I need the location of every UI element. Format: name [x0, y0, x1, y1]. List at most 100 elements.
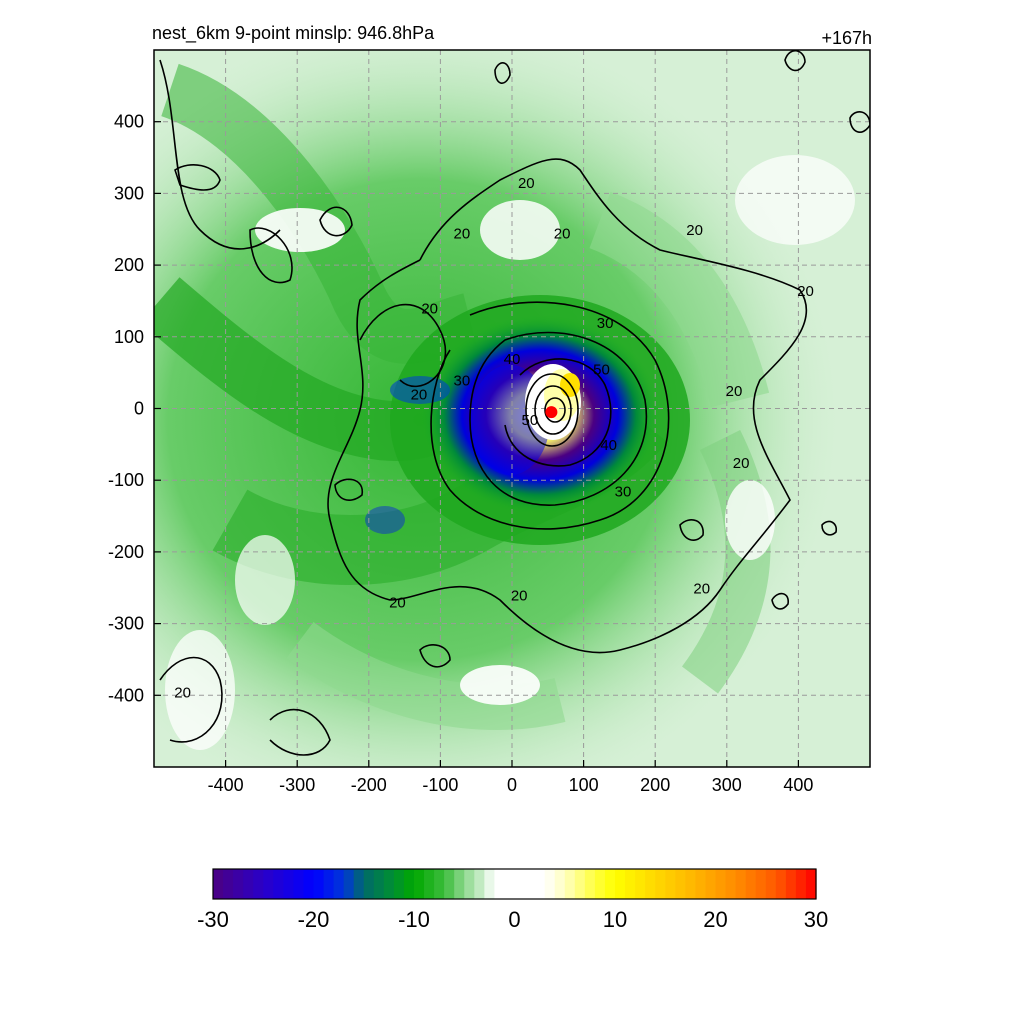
- colorbar-swatch: [695, 869, 707, 899]
- contour-label: 20: [726, 383, 743, 400]
- contour-label: 20: [686, 222, 703, 239]
- colorbar-tick-label: -30: [197, 907, 229, 932]
- colorbar-swatch: [323, 869, 335, 899]
- colorbar-swatches: [213, 869, 817, 899]
- colorbar-swatch: [393, 869, 405, 899]
- x-axis-ticks: -400 -300 -200 -100 0 100 200 300 400: [208, 760, 813, 795]
- y-tick-label: 300: [114, 183, 144, 203]
- colorbar-swatch: [775, 869, 787, 899]
- contour-label: 50: [593, 362, 610, 379]
- contour-label: 20: [733, 455, 750, 472]
- contour-label: 20: [511, 588, 528, 605]
- x-tick-label: -400: [208, 775, 244, 795]
- colorbar-swatch: [414, 869, 425, 899]
- colorbar-swatch: [303, 869, 315, 899]
- colorbar-swatch: [675, 869, 686, 899]
- contour-label: 30: [597, 315, 614, 332]
- colorbar-swatch: [705, 869, 717, 899]
- colorbar-swatch: [604, 869, 616, 899]
- colorbar-tick-labels: -30 -20 -10 0 10 20 30: [197, 907, 828, 932]
- contour-labels: 20 20 20 20 20 20 20 30 30 40 50 40 30 50 20 20 20 20 20 20: [174, 175, 814, 701]
- contour-label: 20: [693, 580, 710, 597]
- colorbar-tick-label: -10: [398, 907, 430, 932]
- contour-label: 20: [797, 283, 814, 300]
- colorbar-swatch: [574, 869, 586, 899]
- colorbar-swatch: [454, 869, 465, 899]
- y-tick-label: -300: [108, 614, 144, 634]
- x-tick-label: 400: [783, 775, 813, 795]
- y-tick-label: -400: [108, 685, 144, 705]
- contour-label: 40: [504, 351, 521, 368]
- colorbar-swatch: [584, 869, 596, 899]
- contour-label: 20: [421, 301, 438, 318]
- colorbar-swatch: [685, 869, 696, 899]
- colorbar-swatch: [484, 869, 495, 899]
- colorbar-swatch: [494, 869, 506, 899]
- colorbar-swatch: [253, 869, 264, 899]
- x-tick-label: 300: [712, 775, 742, 795]
- colorbar-swatch: [625, 869, 636, 899]
- y-tick-label: 400: [114, 112, 144, 132]
- contour-label: 40: [600, 437, 617, 454]
- contour-label: 20: [411, 387, 428, 404]
- colorbar-swatch: [464, 869, 475, 899]
- y-tick-label: -100: [108, 470, 144, 490]
- x-tick-label: 200: [640, 775, 670, 795]
- contour-label: 30: [454, 372, 471, 389]
- colorbar-tick-label: 20: [703, 907, 727, 932]
- contour-lines: [159, 50, 870, 756]
- y-tick-label: -200: [108, 542, 144, 562]
- colorbar-swatch: [635, 869, 646, 899]
- forecast-hour-label: +167h: [821, 28, 872, 48]
- colorbar-swatch: [343, 869, 355, 899]
- colorbar-swatch: [544, 869, 556, 899]
- storm-center-marker: [545, 406, 558, 419]
- colorbar-swatch: [564, 869, 576, 899]
- plot-area: 20 20 20 20 20 20 20 30 30 40 50 40 30 50 20 20 20 20 20 20: [153, 49, 871, 768]
- colorbar-swatch: [373, 869, 385, 899]
- colorbar-swatch: [273, 869, 284, 899]
- colorbar-swatch: [474, 869, 485, 899]
- colorbar-swatch: [745, 869, 757, 899]
- colorbar-swatch: [283, 869, 294, 899]
- colorbar-swatch: [504, 869, 516, 899]
- colorbar-swatch: [514, 869, 526, 899]
- colorbar-tick-label: 10: [603, 907, 627, 932]
- colorbar-swatch: [735, 869, 747, 899]
- colorbar-swatch: [655, 869, 666, 899]
- colorbar-swatch: [554, 869, 566, 899]
- colorbar-swatch: [434, 869, 445, 899]
- colorbar-swatch: [444, 869, 455, 899]
- colorbar-swatch: [524, 869, 536, 899]
- colorbar-swatch: [313, 869, 325, 899]
- colorbar-swatch: [403, 869, 415, 899]
- contour-label: 50: [522, 412, 539, 429]
- colorbar-swatch: [223, 869, 234, 899]
- y-tick-label: 0: [134, 399, 144, 419]
- x-tick-label: -300: [279, 775, 315, 795]
- chart-title: nest_6km 9-point minslp: 946.8hPa: [152, 23, 435, 44]
- colorbar-tick-label: 30: [804, 907, 828, 932]
- colorbar-swatch: [795, 869, 807, 899]
- colorbar-tick-label: -20: [298, 907, 330, 932]
- contour-label: 30: [615, 484, 632, 501]
- colorbar-swatch: [715, 869, 727, 899]
- colorbar-swatch: [805, 869, 817, 899]
- colorbar-swatch: [383, 869, 395, 899]
- colorbar-swatch: [534, 869, 546, 899]
- colorbar-tick-label: 0: [508, 907, 520, 932]
- colorbar-swatch: [645, 869, 656, 899]
- colorbar-swatch: [333, 869, 345, 899]
- colorbar-swatch: [353, 869, 365, 899]
- colorbar-swatch: [363, 869, 375, 899]
- colorbar-swatch: [424, 869, 435, 899]
- colorbar-swatch: [785, 869, 797, 899]
- colorbar-swatch: [293, 869, 305, 899]
- contour-label: 20: [554, 225, 571, 242]
- colorbar-swatch: [765, 869, 777, 899]
- y-tick-label: 100: [114, 327, 144, 347]
- colorbar-swatch: [243, 869, 254, 899]
- x-tick-label: -200: [351, 775, 387, 795]
- colorbar-swatch: [233, 869, 244, 899]
- colorbar-swatch: [263, 869, 274, 899]
